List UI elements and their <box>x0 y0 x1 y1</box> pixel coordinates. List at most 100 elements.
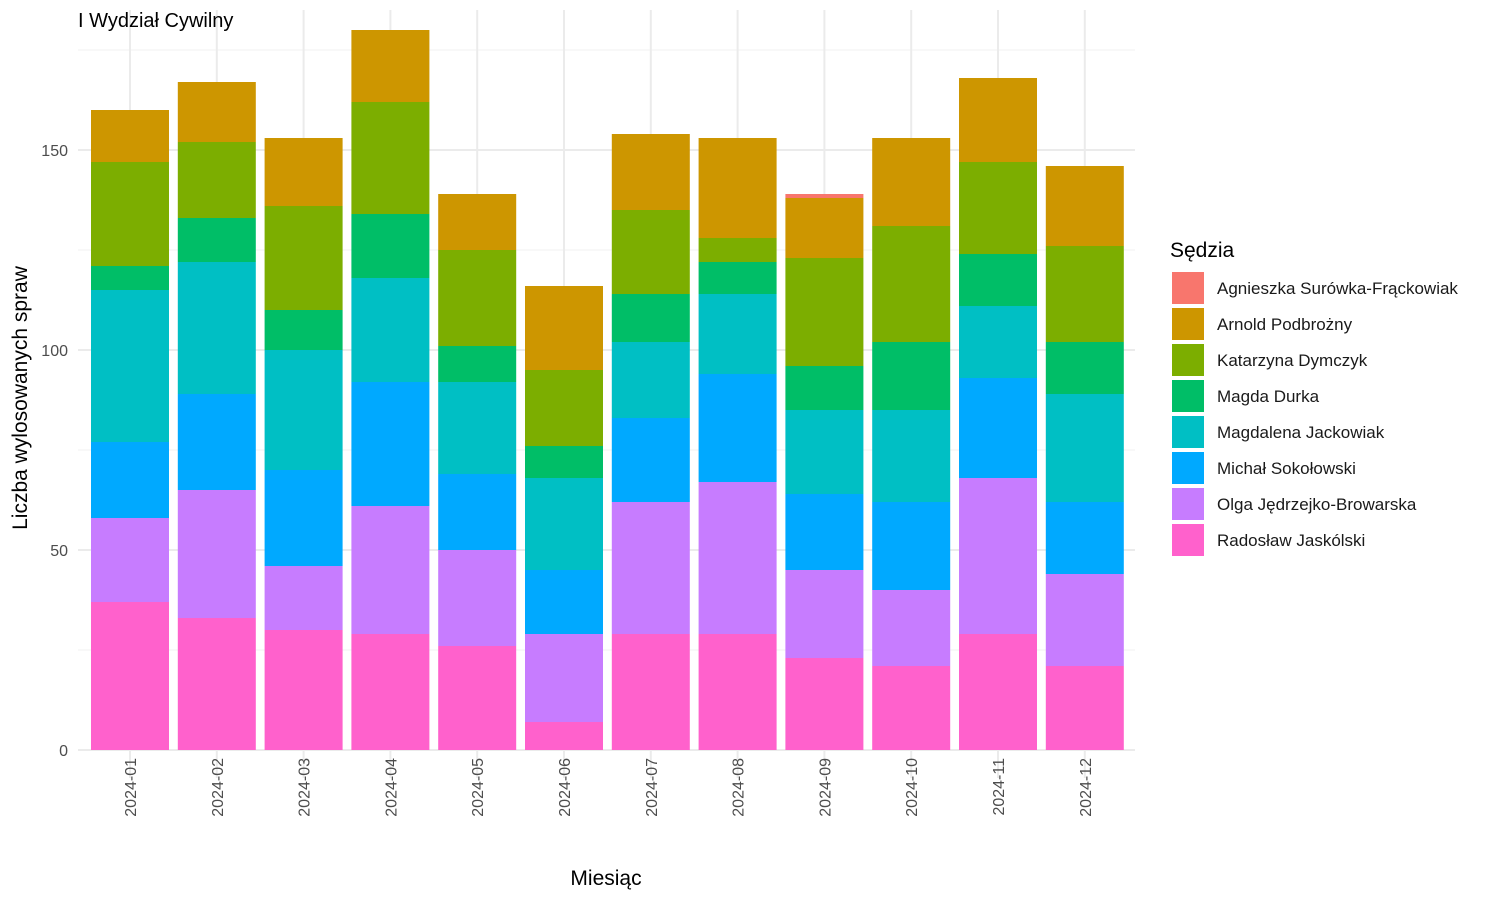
bar-segment <box>525 286 603 370</box>
bar-segment <box>959 634 1037 750</box>
bar-segment <box>264 350 343 470</box>
legend: Sędzia Agnieszka Surówka-Frąckowiak Arnol… <box>1170 239 1458 556</box>
bar-segment <box>1045 666 1124 750</box>
legend-label: Arnold Podbrożny <box>1217 315 1353 334</box>
bar-segment <box>785 366 864 410</box>
bar-segment <box>264 206 343 310</box>
bar-segment <box>438 474 517 550</box>
x-tick-label: 2024-12 <box>1078 758 1095 817</box>
bar-segment <box>438 646 517 750</box>
bar-segment <box>264 566 343 630</box>
bar-segment <box>698 138 777 238</box>
bar-segment <box>91 442 169 518</box>
bar-segment <box>351 214 430 278</box>
bar-segment <box>959 306 1037 378</box>
bar-segment <box>1045 574 1124 666</box>
bar-segment <box>91 162 169 266</box>
x-tick-label: 2024-05 <box>470 758 487 817</box>
chart-title: I Wydział Cywilny <box>78 10 233 32</box>
bar-segment <box>611 342 690 418</box>
bar-segment <box>91 290 169 442</box>
bar-segment <box>177 142 256 218</box>
legend-swatch <box>1172 488 1204 520</box>
y-axis-title: Liczba wylosowanych spraw <box>9 265 32 530</box>
bar-segment <box>959 78 1037 162</box>
bar-segment <box>1045 502 1124 574</box>
bar-segment <box>438 346 517 382</box>
bar-segment <box>698 374 777 482</box>
x-tick-label: 2024-10 <box>904 758 921 817</box>
bar-segment <box>959 378 1037 478</box>
bar-segment <box>91 110 169 162</box>
legend-label: Magdalena Jackowiak <box>1217 423 1385 442</box>
bar-segment <box>872 666 951 750</box>
x-tick-label: 2024-07 <box>644 758 661 817</box>
bar-segment <box>872 226 951 342</box>
bar-segment <box>525 478 603 570</box>
y-tick-label: 50 <box>50 543 68 560</box>
x-tick-label: 2024-06 <box>557 758 574 817</box>
bar-segment <box>91 266 169 290</box>
legend-swatch <box>1172 272 1204 304</box>
x-tick-label: 2024-08 <box>731 758 748 817</box>
bar-segment <box>264 310 343 350</box>
bar-segment <box>177 394 256 490</box>
legend-swatch <box>1172 308 1204 340</box>
bar-segment <box>525 634 603 722</box>
x-tick-label: 2024-11 <box>991 758 1008 816</box>
bar-segment <box>611 502 690 634</box>
bar-segment <box>91 602 169 750</box>
bar-segment <box>872 342 951 410</box>
bar-segment <box>1045 394 1124 502</box>
bar-segment <box>351 506 430 634</box>
x-axis-title: Miesiąc <box>570 867 641 890</box>
legend-label: Katarzyna Dymczyk <box>1217 351 1368 370</box>
bar-segment <box>872 138 951 226</box>
bar-segment <box>177 618 256 750</box>
bar-segment <box>785 194 864 198</box>
y-axis-ticks: 0 50 100 150 <box>41 143 68 760</box>
bar-segment <box>525 446 603 478</box>
bar-segment <box>264 138 343 206</box>
bar-segment <box>525 722 603 750</box>
legend-swatch <box>1172 380 1204 412</box>
bar-segment <box>959 162 1037 254</box>
bar-segment <box>611 418 690 502</box>
bar-segment <box>611 634 690 750</box>
x-tick-label: 2024-02 <box>210 758 227 817</box>
bar-segment <box>785 198 864 258</box>
bar-segment <box>177 82 256 142</box>
legend-swatch <box>1172 344 1204 376</box>
bar-segment <box>438 550 517 646</box>
bar-segment <box>351 102 430 214</box>
y-tick-label: 100 <box>41 343 68 360</box>
bar-segment <box>351 278 430 382</box>
bar-segment <box>351 30 430 102</box>
bar-segment <box>264 630 343 750</box>
legend-swatch <box>1172 452 1204 484</box>
bar-segment <box>611 210 690 294</box>
bar-segment <box>438 250 517 346</box>
x-tick-label: 2024-03 <box>297 758 314 817</box>
bar-segment <box>351 382 430 506</box>
bar-segment <box>785 258 864 366</box>
x-tick-label: 2024-04 <box>383 758 400 817</box>
legend-label: Agnieszka Surówka-Frąckowiak <box>1217 279 1458 298</box>
bar-segment <box>959 478 1037 634</box>
bar-segment <box>872 590 951 666</box>
legend-swatch <box>1172 524 1204 556</box>
bar-segment <box>611 294 690 342</box>
bar-segment <box>698 238 777 262</box>
bar-segment <box>698 634 777 750</box>
bar-segment <box>177 490 256 618</box>
bar-segment <box>785 410 864 494</box>
bar-segment <box>872 502 951 590</box>
legend-label: Radosław Jaskólski <box>1217 531 1365 550</box>
bars <box>91 30 1124 750</box>
legend-swatch <box>1172 416 1204 448</box>
bar-segment <box>1045 342 1124 394</box>
legend-label: Olga Jędrzejko-Browarska <box>1217 495 1417 514</box>
y-tick-label: 150 <box>41 143 68 160</box>
bar-segment <box>698 294 777 374</box>
